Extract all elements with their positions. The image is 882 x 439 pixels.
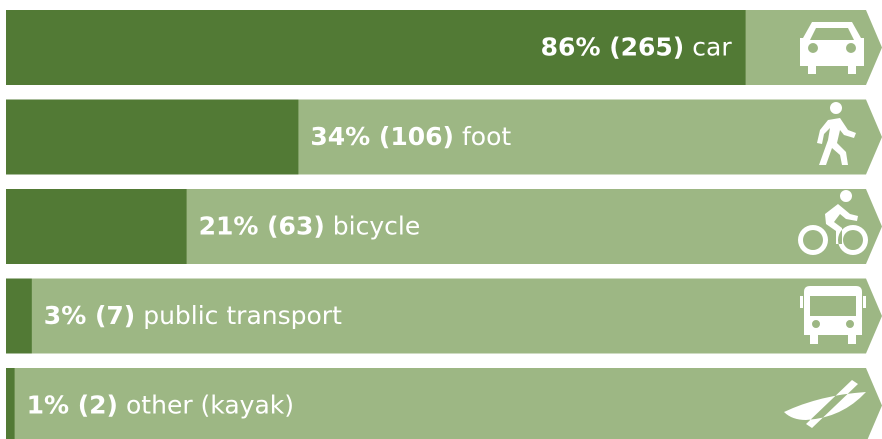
- value-label: 3% (7): [44, 301, 135, 330]
- bar-label: 86% (265) car: [541, 33, 733, 62]
- value-label: 34% (106): [310, 122, 454, 151]
- bar-label: 1% (2) other (kayak): [27, 391, 294, 420]
- bar: [6, 99, 299, 175]
- bar-label: 3% (7) public transport: [44, 301, 342, 330]
- value-label: 86% (265): [541, 33, 685, 62]
- value-label: 21% (63): [199, 212, 325, 241]
- bar-background: [6, 278, 882, 354]
- value-label: 1% (2): [27, 391, 118, 420]
- icon: [800, 22, 864, 74]
- icon: [784, 380, 866, 428]
- category-label: car: [692, 33, 732, 62]
- category-label: bicycle: [333, 212, 420, 241]
- bar-label: 21% (63) bicycle: [199, 212, 421, 241]
- icon: [800, 286, 866, 344]
- bar-background: [6, 368, 882, 439]
- bar: [6, 368, 15, 439]
- category-label: other (kayak): [126, 391, 294, 420]
- bar-background: [6, 189, 882, 264]
- category-label: foot: [462, 122, 511, 151]
- bar: [6, 278, 32, 354]
- bar: [6, 189, 187, 264]
- bar: [6, 10, 746, 85]
- icon: [798, 190, 868, 255]
- icon: [817, 102, 856, 165]
- category-label: public transport: [143, 301, 342, 330]
- bar-label: 34% (106) foot: [310, 122, 511, 151]
